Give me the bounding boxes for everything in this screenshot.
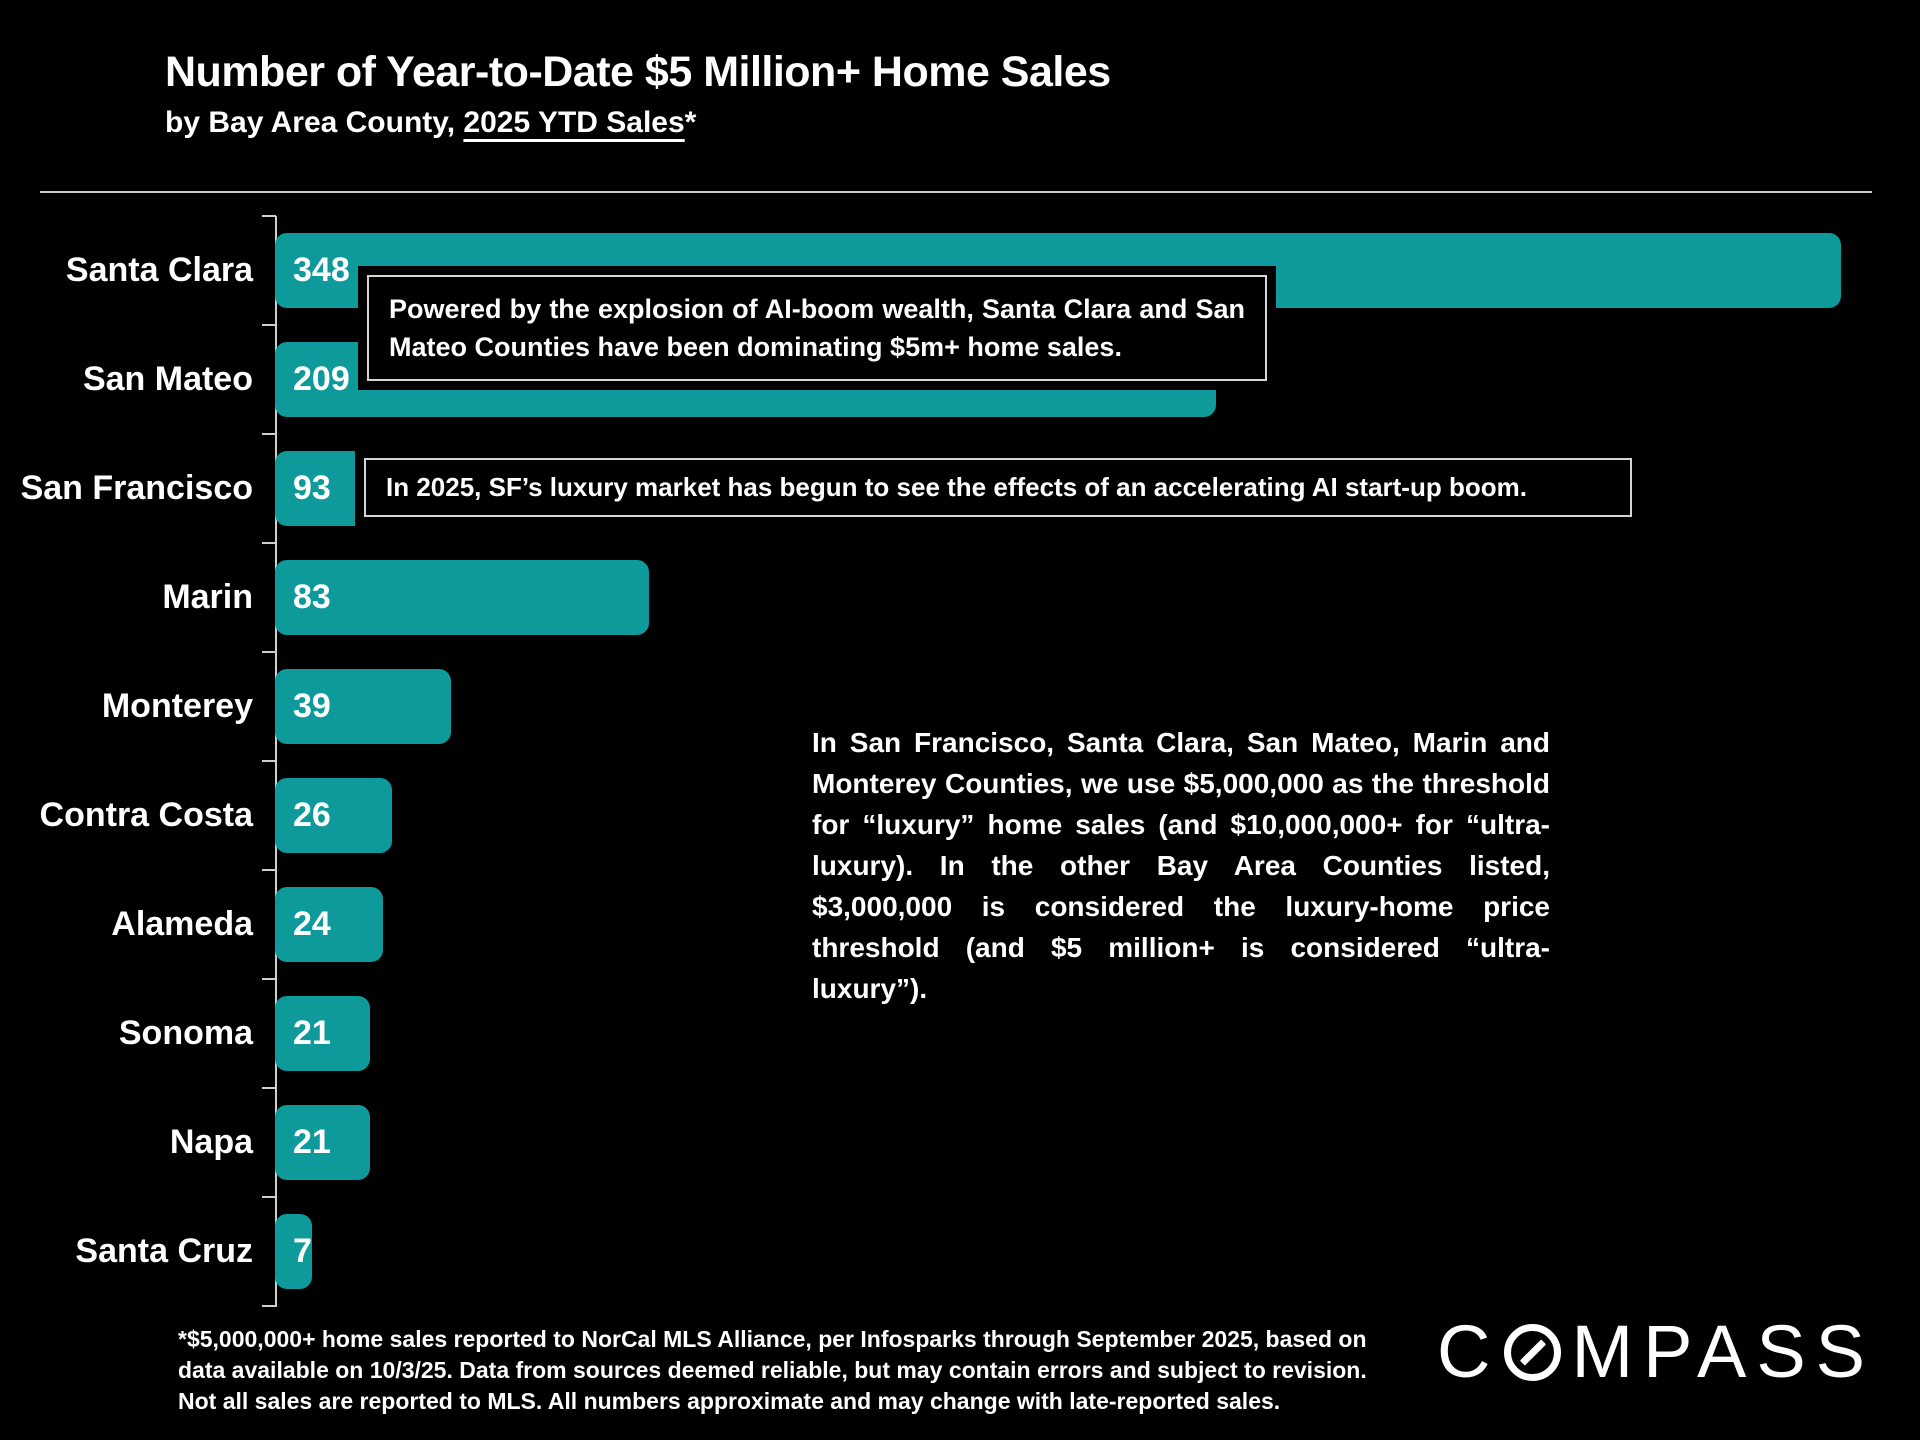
county-label: Alameda [111, 905, 253, 943]
bar: 24 [275, 887, 383, 962]
subtitle-underlined: 2025 YTD Sales [463, 106, 685, 139]
county-label: Napa [169, 1123, 253, 1161]
bar: 83 [275, 560, 649, 635]
chart-row: Alameda 24 [0, 869, 1920, 979]
subtitle-asterisk: * [684, 106, 697, 139]
bar-value-label: 39 [293, 687, 331, 725]
bar-value-label: 83 [293, 578, 331, 616]
county-label: Santa Clara [65, 251, 253, 289]
chart-row: Marin 83 [0, 542, 1920, 652]
page-subtitle: by Bay Area County, 2025 YTD Sales* [165, 106, 696, 140]
callout-san-francisco: In 2025, SF’s luxury market has begun to… [364, 458, 1632, 517]
bar-value-label: 7 [293, 1232, 312, 1270]
chart-row: Contra Costa 26 [0, 760, 1920, 870]
county-label: San Francisco [20, 469, 253, 507]
bar-value-label: 24 [293, 905, 331, 943]
chart-row: Napa 21 [0, 1087, 1920, 1197]
callout-santa-clara-san-mateo: Powered by the explosion of AI-boom weal… [367, 275, 1267, 381]
bar-value-label: 209 [293, 360, 350, 398]
county-label: San Mateo [82, 360, 253, 398]
title-separator-line [40, 191, 1872, 193]
page-title: Number of Year-to-Date $5 Million+ Home … [165, 48, 1111, 96]
logo-letters-mpass: MPASS [1571, 1310, 1876, 1393]
footnote: *$5,000,000+ home sales reported to NorC… [178, 1326, 1367, 1414]
bar: 26 [275, 778, 392, 853]
county-label: Contra Costa [39, 796, 253, 834]
chart-row: Monterey 39 [0, 651, 1920, 761]
chart-row: Sonoma 21 [0, 978, 1920, 1088]
chart-row: Santa Cruz 7 [0, 1196, 1920, 1307]
county-label: Sonoma [118, 1014, 253, 1052]
bar-value-label: 21 [293, 1014, 331, 1052]
bar-value-label: 26 [293, 796, 331, 834]
y-axis-line [275, 216, 277, 1307]
subtitle-prefix: by Bay Area County, [165, 106, 464, 139]
luxury-threshold-note: In San Francisco, Santa Clara, San Mateo… [812, 727, 1550, 1004]
county-label: Monterey [101, 687, 253, 725]
county-label: Marin [162, 578, 253, 616]
bar: 21 [275, 996, 370, 1071]
bar: 7 [275, 1214, 312, 1289]
bar-value-label: 93 [293, 469, 331, 507]
bar-value-label: 21 [293, 1123, 331, 1161]
bar: 21 [275, 1105, 370, 1180]
bar-value-label: 348 [293, 251, 350, 289]
compass-logo: C MPASS [1437, 1310, 1876, 1393]
logo-letter-c: C [1437, 1310, 1501, 1393]
needle-slash [1519, 1338, 1547, 1366]
compass-needle-icon [1504, 1323, 1562, 1381]
bar: 39 [275, 669, 451, 744]
county-label: Santa Cruz [75, 1232, 253, 1270]
